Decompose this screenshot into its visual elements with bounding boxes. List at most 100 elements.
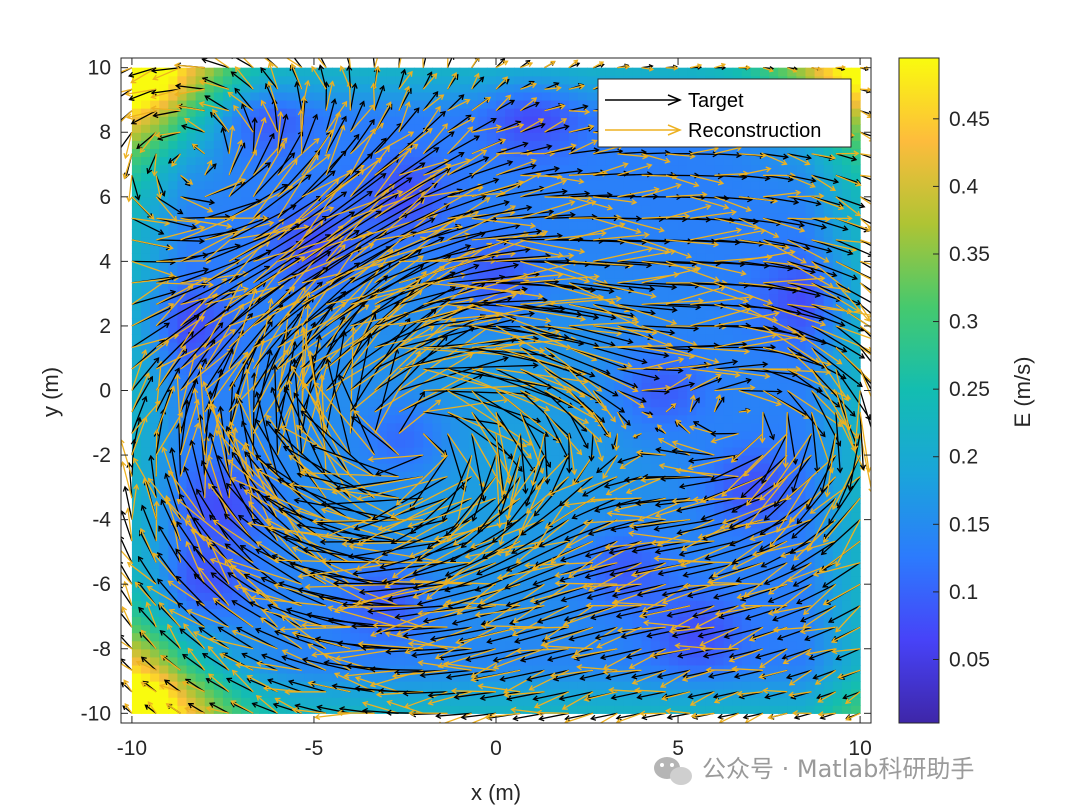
heatmap-cell [250, 172, 260, 182]
heatmap-cell [404, 108, 415, 117]
heatmap-cell [559, 414, 570, 424]
heatmap-cell [587, 664, 597, 674]
heatmap-cell [268, 487, 279, 497]
heatmap-cell [232, 188, 242, 198]
heatmap-cell [468, 535, 479, 545]
heatmap-cell [523, 584, 534, 593]
heatmap-cell [386, 632, 397, 642]
heatmap-cell [195, 592, 206, 601]
heatmap-cell [486, 576, 497, 585]
heatmap-cell [277, 527, 288, 537]
heatmap-cell [304, 253, 315, 262]
heatmap-cell [532, 406, 543, 416]
heatmap-cell [432, 568, 442, 577]
heatmap-cell [395, 616, 406, 626]
heatmap-cell [577, 463, 588, 472]
heatmap-cell [186, 253, 197, 262]
heatmap-cell [359, 648, 370, 658]
heatmap-cell [450, 229, 461, 238]
heatmap-cell [168, 83, 179, 93]
heatmap-cell [550, 511, 561, 521]
heatmap-cell [250, 398, 260, 408]
heatmap-cell [441, 398, 452, 408]
heatmap-cell [687, 568, 697, 577]
heatmap-cell [259, 253, 270, 262]
heatmap-cell [204, 156, 215, 166]
heatmap-cell [550, 430, 561, 440]
heatmap-cell [259, 261, 270, 271]
heatmap-cell [441, 455, 452, 464]
heatmap-cell [532, 697, 543, 706]
heatmap-cell [323, 196, 333, 206]
heatmap-cell [395, 334, 406, 343]
heatmap-cell [614, 664, 625, 674]
heatmap-cell [605, 390, 615, 400]
heatmap-cell [377, 430, 388, 440]
heatmap-cell [177, 455, 188, 464]
heatmap-cell [195, 132, 206, 141]
heatmap-cell [286, 681, 297, 690]
heatmap-cell [659, 495, 670, 505]
heatmap-cell [277, 551, 288, 561]
heatmap-cell [605, 366, 615, 375]
heatmap-cell [213, 366, 224, 375]
heatmap-cell [541, 325, 552, 335]
heatmap-cell [195, 608, 206, 618]
heatmap-cell [432, 640, 442, 650]
heatmap-cell [687, 414, 697, 424]
heatmap-cell [350, 648, 361, 658]
heatmap-cell [313, 301, 324, 311]
heatmap-cell [614, 67, 625, 77]
heatmap-cell [423, 656, 433, 666]
heatmap-cell [377, 366, 388, 375]
heatmap-cell [559, 269, 570, 279]
heatmap-cell [277, 261, 288, 271]
heatmap-cell [195, 519, 206, 529]
heatmap-cell [514, 640, 524, 650]
heatmap-cell [159, 487, 169, 497]
heatmap-cell [241, 697, 251, 706]
heatmap-cell [213, 455, 224, 464]
heatmap-cell [386, 422, 397, 432]
heatmap-cell [659, 438, 670, 448]
heatmap-cell [177, 245, 188, 254]
heatmap-cell [441, 180, 452, 190]
heatmap-cell [395, 600, 406, 609]
heatmap-cell [678, 455, 688, 464]
heatmap-cell [587, 576, 597, 585]
heatmap-cell [450, 148, 461, 158]
heatmap-cell [523, 124, 534, 133]
heatmap-cell [668, 568, 679, 577]
heatmap-cell [150, 681, 160, 690]
heatmap-cell [650, 221, 661, 230]
heatmap-cell [222, 245, 233, 254]
heatmap-cell [587, 277, 597, 287]
heatmap-cell [568, 229, 579, 238]
heatmap-cell [477, 325, 488, 335]
heatmap-cell [614, 697, 625, 706]
heatmap-cell [295, 681, 306, 690]
heatmap-cell [213, 334, 224, 343]
heatmap-cell [241, 551, 251, 561]
heatmap-cell [232, 196, 242, 206]
heatmap-cell [414, 221, 424, 230]
heatmap-cell [131, 632, 142, 642]
heatmap-cell [232, 608, 242, 618]
heatmap-cell [332, 204, 342, 214]
heatmap-cell [359, 608, 370, 618]
heatmap-cell [550, 656, 561, 666]
heatmap-cell [359, 342, 370, 351]
heatmap-cell [304, 430, 315, 440]
heatmap-cell [341, 140, 351, 149]
heatmap-cell [141, 285, 151, 295]
heatmap-cell [395, 350, 406, 359]
heatmap-cell [377, 99, 388, 109]
heatmap-cell [159, 75, 169, 85]
heatmap-cell [131, 672, 142, 682]
heatmap-cell [323, 253, 333, 262]
heatmap-cell [659, 277, 670, 287]
heatmap-cell [295, 148, 306, 158]
heatmap-cell [441, 568, 452, 577]
heatmap-cell [368, 277, 379, 287]
heatmap-cell [441, 414, 452, 424]
